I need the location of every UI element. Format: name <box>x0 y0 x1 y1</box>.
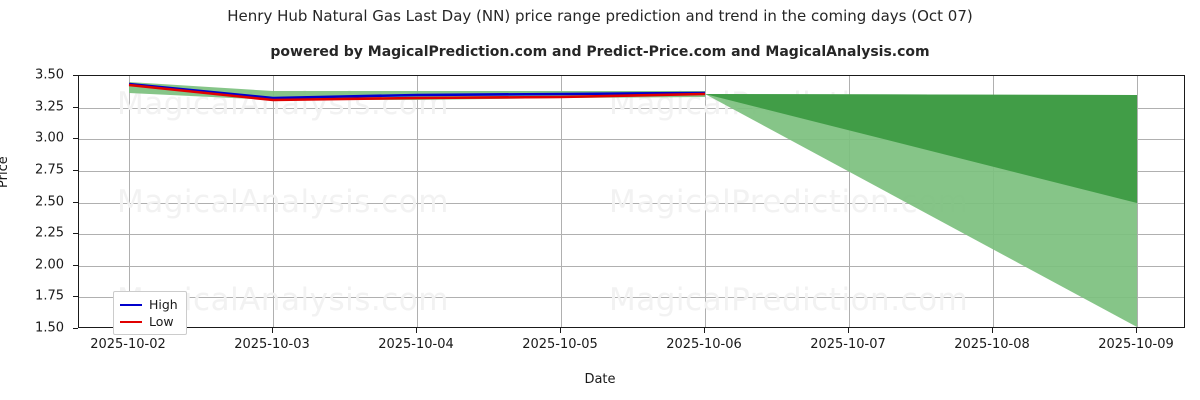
y-tick-label-3-25: 3.25 <box>35 99 64 115</box>
legend-label-high: High <box>149 297 178 312</box>
y-tick-label-2-25: 2.25 <box>35 225 64 241</box>
x-tick-label-2025-10-09: 2025-10-09 <box>1098 337 1174 352</box>
x-tick-mark <box>416 328 417 333</box>
gridline-vertical <box>417 76 418 327</box>
gridline-horizontal <box>79 170 1184 172</box>
x-tick-mark <box>272 328 273 333</box>
gridline-vertical <box>849 76 850 327</box>
series-line-high <box>128 82 706 100</box>
x-tick-label-2025-10-07: 2025-10-07 <box>810 337 886 352</box>
y-tick-label-2-00: 2.00 <box>35 257 64 273</box>
y-tick-mark <box>73 138 78 140</box>
x-tick-mark <box>992 328 993 333</box>
series-line-low <box>128 83 706 102</box>
gridline-vertical <box>705 76 706 327</box>
y-tick-label-1-75: 1.75 <box>35 288 64 304</box>
band-historical-range <box>129 82 705 100</box>
y-tick-label-3-00: 3.00 <box>35 130 64 146</box>
x-tick-label-2025-10-03: 2025-10-03 <box>234 337 310 352</box>
y-tick-label-3-50: 3.50 <box>35 67 64 83</box>
gridline-vertical <box>1137 76 1138 327</box>
chart-legend[interactable]: High Low <box>113 291 187 335</box>
gridline-vertical <box>273 76 274 327</box>
x-tick-label-2025-10-06: 2025-10-06 <box>666 337 742 352</box>
gridline-horizontal <box>79 139 1184 141</box>
chart-subtitle: powered by MagicalPrediction.com and Pre… <box>270 44 930 60</box>
y-tick-mark <box>73 233 78 235</box>
legend-item-high[interactable]: High <box>120 296 178 313</box>
gridline-horizontal <box>79 107 1184 109</box>
y-tick-mark <box>73 328 78 329</box>
legend-item-low[interactable]: Low <box>120 313 178 330</box>
x-tick-mark <box>704 328 705 333</box>
gridline-vertical <box>561 76 562 327</box>
gridline-vertical <box>129 76 130 327</box>
legend-swatch-high-icon <box>120 303 142 306</box>
legend-swatch-low-icon <box>120 320 142 323</box>
y-tick-mark <box>73 75 78 76</box>
y-tick-label-1-50: 1.50 <box>35 320 64 336</box>
x-axis-label: Date <box>584 372 616 387</box>
x-tick-label-2025-10-08: 2025-10-08 <box>954 337 1030 352</box>
y-tick-mark <box>73 264 78 266</box>
x-tick-mark <box>1136 328 1137 333</box>
gridline-horizontal <box>79 234 1184 236</box>
y-tick-label-2-75: 2.75 <box>35 162 64 178</box>
gridline-horizontal <box>79 202 1184 204</box>
x-tick-mark <box>848 328 849 333</box>
x-tick-mark <box>560 328 561 333</box>
gridline-horizontal <box>79 297 1184 299</box>
x-tick-label-2025-10-04: 2025-10-04 <box>378 337 454 352</box>
legend-label-low: Low <box>149 314 174 329</box>
plot-area: MagicalAnalysis.com MagicalPrediction.co… <box>78 75 1185 328</box>
y-tick-mark <box>73 296 78 298</box>
y-tick-label-2-50: 2.50 <box>35 194 64 209</box>
x-tick-label-2025-10-05: 2025-10-05 <box>522 337 598 352</box>
y-tick-mark <box>73 169 78 171</box>
y-tick-mark <box>73 106 78 108</box>
y-tick-mark <box>73 201 78 203</box>
gridline-horizontal <box>79 265 1184 267</box>
series-overlay <box>128 82 1137 327</box>
chart-title: Henry Hub Natural Gas Last Day (NN) pric… <box>227 7 973 25</box>
x-tick-label-2025-10-02: 2025-10-02 <box>90 337 166 352</box>
band-forecast-inner-range <box>705 94 1137 203</box>
